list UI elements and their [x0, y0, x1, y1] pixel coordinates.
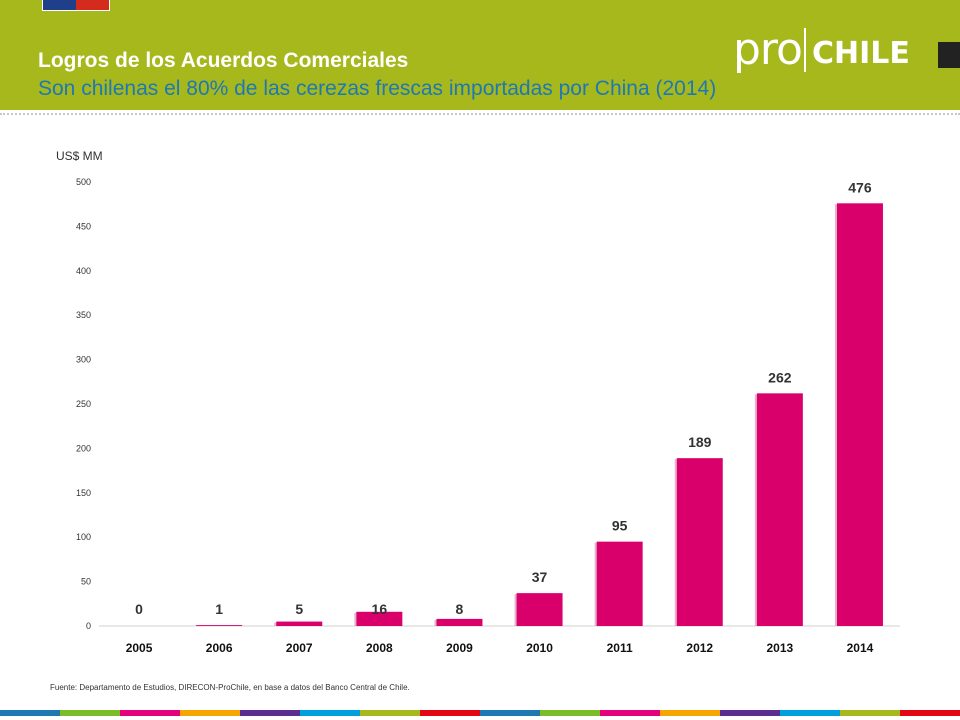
bar-shadow	[674, 459, 677, 626]
x-tick-label-2012: 2012	[686, 641, 713, 655]
value-label-2011: 95	[612, 518, 628, 534]
stripe-segment	[900, 710, 960, 716]
x-tick-label-2014: 2014	[847, 641, 874, 655]
source-note: Fuente: Departamento de Estudios, DIRECO…	[50, 683, 410, 692]
bar-2013	[756, 393, 803, 626]
bar-shadow	[434, 619, 437, 626]
y-tick-label: 250	[76, 399, 91, 409]
bar-2010	[516, 593, 563, 626]
y-axis-label: US$ MM	[56, 149, 103, 163]
bar-2012	[676, 458, 723, 626]
prochile-logo: pro CHILE	[733, 28, 910, 78]
bar-shadow	[594, 542, 597, 626]
y-tick-label: 200	[76, 443, 91, 453]
logo-separator	[803, 28, 806, 72]
bar-shadow	[354, 612, 357, 626]
stripe-segment	[600, 710, 660, 716]
value-label-2014: 476	[848, 179, 872, 195]
header-band: Logros de los Acuerdos Comerciales Son c…	[0, 0, 960, 110]
x-tick-label-2007: 2007	[286, 641, 313, 655]
stripe-segment	[720, 710, 780, 716]
bar-2009	[436, 618, 483, 626]
stripe-segment	[120, 710, 180, 716]
bar-shadow	[834, 204, 837, 626]
x-tick-label-2009: 2009	[446, 641, 473, 655]
stripe-segment	[780, 710, 840, 716]
stripe-segment	[480, 710, 540, 716]
y-tick-label: 100	[76, 532, 91, 542]
value-label-2009: 8	[456, 601, 464, 617]
bar-2008	[356, 611, 403, 626]
value-label-2013: 262	[768, 369, 792, 385]
page-title: Logros de los Acuerdos Comerciales	[38, 49, 409, 72]
bar-2011	[596, 541, 643, 626]
x-tick-label-2005: 2005	[126, 641, 153, 655]
y-tick-label: 0	[86, 621, 91, 631]
stripe-segment	[60, 710, 120, 716]
x-tick-label-2010: 2010	[526, 641, 553, 655]
stripe-segment	[0, 710, 60, 716]
stripe-segment	[660, 710, 720, 716]
bar-2014	[836, 203, 883, 626]
value-label-2008: 16	[372, 601, 388, 617]
stripe-segment	[360, 710, 420, 716]
bar-shadow	[274, 622, 277, 626]
y-tick-label: 450	[76, 221, 91, 231]
page-subtitle: Son chilenas el 80% de las cerezas fresc…	[38, 77, 717, 100]
y-tick-label: 400	[76, 266, 91, 276]
value-label-2006: 1	[215, 601, 223, 617]
stripe-segment	[840, 710, 900, 716]
dotted-divider	[0, 113, 960, 115]
y-tick-label: 350	[76, 310, 91, 320]
y-tick-label: 150	[76, 488, 91, 498]
y-tick-label: 50	[81, 577, 91, 587]
bar-2006	[196, 625, 243, 626]
x-tick-label-2013: 2013	[766, 641, 793, 655]
stripe-segment	[240, 710, 300, 716]
x-tick-label-2008: 2008	[366, 641, 393, 655]
bar-shadow	[514, 594, 517, 626]
y-tick-label: 500	[76, 177, 91, 187]
flag-blue-field	[43, 0, 76, 10]
bar-shadow	[754, 394, 757, 626]
stripe-segment	[180, 710, 240, 716]
stripe-segment	[300, 710, 360, 716]
chile-flag-icon	[42, 0, 110, 11]
logo-chile-text: CHILE	[811, 36, 910, 71]
value-label-2012: 189	[688, 434, 712, 450]
bar-chart: US$ MM 0 50 100 150 200 250 300 350 400 450 500 0 200…	[56, 149, 900, 655]
y-tick-label: 300	[76, 355, 91, 365]
bar-2007	[276, 621, 323, 626]
logo-block-icon	[938, 42, 960, 68]
value-label-2005: 0	[135, 601, 143, 617]
logo-pro-text: pro	[733, 24, 803, 75]
value-label-2007: 5	[295, 601, 303, 617]
x-tick-label-2011: 2011	[607, 641, 633, 655]
stripe-segment	[420, 710, 480, 716]
value-label-2010: 37	[532, 569, 548, 585]
stripe-segment	[540, 710, 600, 716]
color-stripe-footer	[0, 710, 960, 716]
flag-red-field	[76, 0, 109, 10]
x-tick-label-2006: 2006	[206, 641, 233, 655]
